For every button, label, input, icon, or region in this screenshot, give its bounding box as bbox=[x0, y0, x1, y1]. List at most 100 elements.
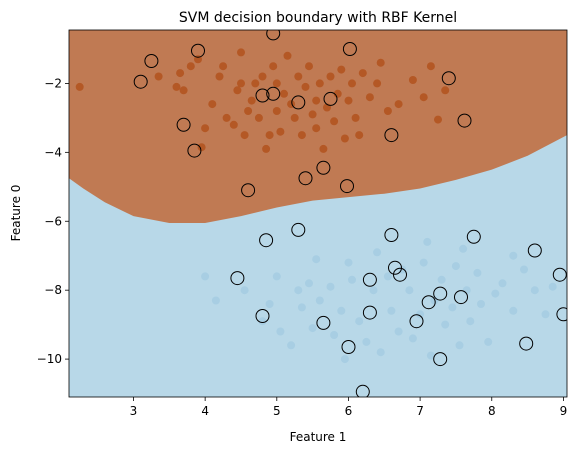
support-vector-marker bbox=[527, 243, 542, 258]
support-vector-marker bbox=[144, 54, 159, 68]
data-point bbox=[287, 341, 296, 350]
data-point bbox=[344, 96, 353, 105]
data-point bbox=[294, 72, 303, 81]
support-vector-marker bbox=[255, 88, 270, 103]
data-point bbox=[201, 272, 210, 281]
support-vector-marker bbox=[433, 352, 448, 367]
data-point bbox=[237, 48, 245, 57]
support-vector-marker bbox=[457, 113, 472, 128]
data-point bbox=[172, 82, 181, 91]
data-point bbox=[416, 310, 425, 319]
data-point bbox=[283, 51, 292, 60]
data-point bbox=[215, 72, 224, 81]
data-point bbox=[201, 124, 210, 133]
data-point bbox=[297, 303, 306, 312]
data-point bbox=[301, 82, 310, 91]
data-point bbox=[290, 113, 299, 122]
support-vector-marker bbox=[176, 117, 191, 132]
support-vector-marker bbox=[384, 228, 399, 242]
support-vector-marker bbox=[556, 307, 567, 322]
data-point bbox=[344, 258, 353, 267]
data-point bbox=[240, 131, 249, 140]
data-point bbox=[208, 100, 217, 109]
data-point bbox=[408, 76, 417, 84]
data-point bbox=[319, 144, 328, 153]
data-point bbox=[430, 296, 439, 305]
data-point bbox=[222, 113, 231, 122]
data-point bbox=[466, 317, 475, 326]
data-point bbox=[312, 124, 321, 133]
data-point bbox=[419, 93, 428, 102]
data-point bbox=[351, 113, 360, 122]
support-vector-marker bbox=[362, 305, 377, 320]
data-point bbox=[75, 82, 84, 91]
support-vector-marker bbox=[266, 30, 281, 41]
data-point bbox=[308, 110, 317, 119]
x-tick-label: 8 bbox=[488, 404, 496, 418]
x-tick-label: 6 bbox=[345, 404, 353, 418]
data-point bbox=[373, 79, 382, 88]
data-point bbox=[426, 62, 435, 71]
support-vector-marker bbox=[291, 222, 306, 237]
data-point bbox=[340, 134, 349, 143]
x-tick-label: 5 bbox=[273, 404, 281, 418]
data-point bbox=[312, 255, 321, 264]
data-point bbox=[498, 279, 507, 288]
support-vector-marker bbox=[454, 290, 468, 305]
data-point bbox=[326, 72, 335, 81]
y-tick-label: −2 bbox=[44, 76, 62, 90]
y-tick-label: −10 bbox=[37, 352, 62, 366]
data-point bbox=[197, 143, 206, 152]
data-point bbox=[276, 127, 285, 136]
data-point bbox=[312, 96, 321, 105]
data-point bbox=[326, 282, 335, 291]
support-vector-marker bbox=[133, 74, 148, 89]
data-point bbox=[265, 131, 274, 140]
data-point bbox=[405, 286, 414, 295]
support-vector-marker bbox=[230, 271, 245, 286]
support-vector-marker bbox=[421, 295, 436, 310]
data-point bbox=[473, 268, 482, 277]
y-tick-label: −6 bbox=[44, 214, 62, 228]
data-point bbox=[272, 272, 281, 281]
data-point bbox=[176, 69, 185, 78]
data-point bbox=[365, 93, 374, 102]
support-vector-marker bbox=[393, 267, 407, 282]
support-vector-marker bbox=[316, 160, 331, 175]
data-point bbox=[272, 79, 281, 88]
data-point bbox=[387, 306, 396, 315]
support-vector-marker bbox=[187, 143, 202, 158]
data-point bbox=[437, 275, 446, 284]
data-point bbox=[419, 258, 428, 267]
data-point bbox=[358, 69, 367, 78]
support-vector-marker bbox=[466, 229, 481, 244]
data-point bbox=[355, 317, 364, 326]
support-vector-marker bbox=[259, 233, 274, 248]
data-point bbox=[355, 131, 364, 140]
data-point bbox=[229, 120, 238, 129]
data-point bbox=[394, 327, 403, 336]
plot-clip-group bbox=[69, 30, 567, 397]
data-point bbox=[441, 86, 450, 95]
data-point bbox=[251, 79, 260, 88]
support-vector-marker bbox=[362, 272, 377, 287]
x-tick-label: 4 bbox=[201, 404, 209, 418]
plot-frame bbox=[68, 29, 568, 398]
data-point bbox=[297, 131, 306, 140]
support-vector-marker bbox=[409, 314, 424, 329]
data-point bbox=[477, 300, 485, 308]
data-point bbox=[448, 303, 457, 312]
data-point bbox=[451, 262, 460, 271]
data-point bbox=[340, 355, 349, 364]
support-vector-marker bbox=[341, 340, 356, 354]
data-point bbox=[408, 334, 417, 343]
x-tick-label: 7 bbox=[416, 404, 424, 418]
data-point bbox=[394, 100, 403, 109]
data-point bbox=[462, 286, 471, 295]
data-point bbox=[426, 351, 435, 360]
data-point bbox=[330, 331, 339, 339]
data-point bbox=[376, 348, 385, 357]
data-point bbox=[373, 248, 382, 257]
data-point bbox=[548, 282, 557, 291]
data-point bbox=[337, 306, 346, 315]
